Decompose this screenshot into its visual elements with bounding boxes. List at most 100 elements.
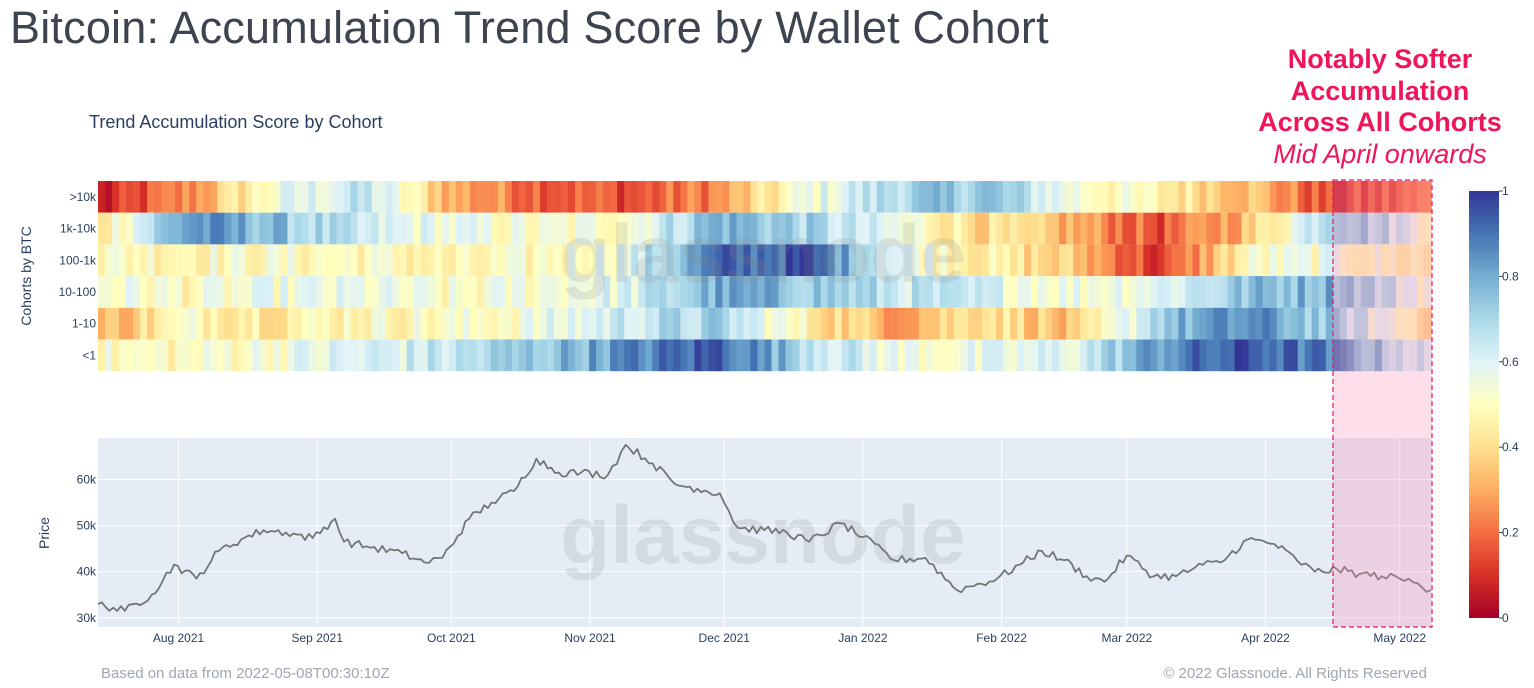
heatmap-cell [1080, 244, 1088, 277]
heatmap-cell [406, 276, 415, 308]
heatmap-cell [238, 212, 246, 245]
heatmap-cell [813, 307, 822, 340]
heatmap-cell [750, 212, 759, 245]
heatmap-cell [610, 276, 618, 308]
heatmap-cell [98, 339, 106, 372]
heatmap-y-axis-label: Cohorts by BTC [18, 226, 34, 326]
heatmap-cell [918, 181, 927, 213]
heatmap-cell [750, 276, 759, 308]
heatmap-cell [1094, 212, 1102, 245]
heatmap-cell [287, 307, 296, 340]
heatmap-cell [1108, 244, 1116, 277]
heatmap-cell [666, 181, 674, 213]
heatmap-cell [1332, 307, 1341, 340]
heatmap-cell [771, 212, 780, 245]
heatmap-cell [371, 244, 380, 277]
heatmap-cell [1395, 181, 1404, 213]
heatmap-cell [140, 244, 148, 277]
heatmap-cell [1332, 244, 1341, 277]
heatmap-cell [1276, 244, 1285, 277]
heatmap-cell [680, 307, 688, 340]
heatmap-cell [322, 307, 331, 340]
heatmap-cell [1290, 244, 1299, 277]
heatmap-cell [638, 339, 646, 372]
heatmap-cell [1073, 244, 1081, 277]
heatmap-cell [112, 244, 120, 277]
heatmap-cell [1262, 181, 1271, 213]
heatmap-cell [1276, 212, 1285, 245]
heatmap-cell [757, 212, 766, 245]
heatmap-cell [617, 307, 625, 340]
heatmap-cell [1045, 339, 1053, 372]
heatmap-cell [413, 181, 422, 213]
heatmap-cell [385, 212, 394, 245]
heatmap-cell [638, 181, 646, 213]
heatmap-cell [1381, 181, 1390, 213]
heatmap-cell [420, 212, 429, 245]
heatmap-cell [140, 307, 148, 340]
heatmap-cell [1269, 244, 1278, 277]
heatmap-cell [883, 339, 892, 372]
heatmap-cell [1269, 339, 1278, 372]
heatmap-cell [329, 339, 338, 372]
heatmap-cell [434, 307, 443, 340]
heatmap-cell [967, 212, 976, 245]
heatmap-cell [939, 339, 948, 372]
heatmap-cell [490, 307, 499, 340]
heatmap-cell [981, 212, 990, 245]
colorbar-gradient [1469, 191, 1499, 618]
heatmap-cell [1353, 307, 1362, 340]
heatmap-cell [1325, 181, 1334, 213]
heatmap-cell [841, 276, 850, 308]
heatmap-cell [575, 181, 583, 213]
heatmap-cell [1262, 212, 1271, 245]
heatmap-cell [1227, 181, 1236, 213]
heatmap-cell [126, 244, 134, 277]
heatmap-cell [785, 181, 794, 213]
heatmap-cell [420, 181, 429, 213]
heatmap-cell [1115, 181, 1123, 213]
heatmap-cell [610, 181, 618, 213]
heatmap-cell [154, 244, 162, 277]
heatmap-cell [1073, 339, 1081, 372]
heatmap-cell [778, 212, 787, 245]
heatmap-cell [869, 181, 878, 213]
heatmap-cell [1136, 212, 1144, 245]
heatmap-cell [126, 276, 134, 308]
heatmap-cell [778, 307, 787, 340]
heatmap-cell [1374, 244, 1383, 277]
heatmap-cell [1171, 181, 1180, 213]
heatmap-cell [1164, 307, 1173, 340]
heatmap-cell [399, 307, 408, 340]
heatmap-cell [217, 244, 225, 277]
heatmap-cell [196, 339, 204, 372]
heatmap-cell [1115, 339, 1123, 372]
watermark-text: glassnode [560, 490, 966, 581]
heatmap-cell [1136, 339, 1144, 372]
heatmap-cell [799, 181, 808, 213]
heatmap-cell [1017, 307, 1025, 340]
heatmap-cell [343, 276, 352, 308]
heatmap-cell [1010, 276, 1018, 308]
heatmap-cell [827, 307, 836, 340]
heatmap-cell [133, 276, 141, 308]
heatmap-cell [1017, 212, 1025, 245]
heatmap-cell [974, 181, 983, 213]
heatmap-cell [1066, 212, 1074, 245]
heatmap-cell [673, 339, 681, 372]
heatmap-cell [273, 339, 282, 372]
heatmap-cell [168, 244, 176, 277]
heatmap-cell [708, 307, 716, 340]
heatmap-cell [687, 212, 695, 245]
heatmap-cell [785, 339, 794, 372]
heatmap-cell [890, 276, 899, 308]
heatmap-cell [1248, 181, 1257, 213]
heatmap-cell [1220, 212, 1229, 245]
heatmap-cell [329, 307, 338, 340]
heatmap-cell [820, 307, 829, 340]
heatmap-cell [1003, 244, 1011, 277]
heatmap-cell [869, 276, 878, 308]
heatmap-cell [1206, 212, 1215, 245]
heatmap-cell [547, 339, 555, 372]
heatmap-cell [666, 339, 674, 372]
